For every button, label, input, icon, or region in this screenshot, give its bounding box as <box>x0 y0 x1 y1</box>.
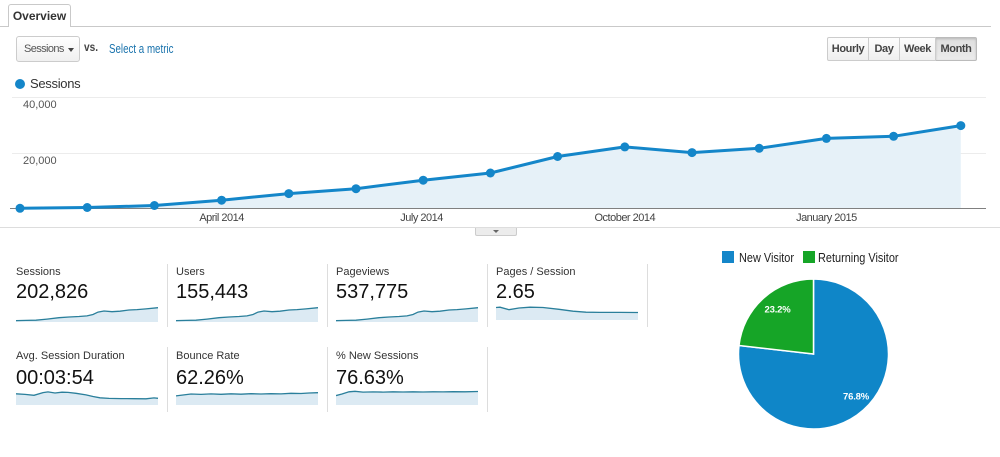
svg-text:July 2014: July 2014 <box>400 212 443 224</box>
svg-text:23.2%: 23.2% <box>765 305 792 316</box>
svg-text:October 2014: October 2014 <box>594 212 655 224</box>
svg-text:April 2014: April 2014 <box>199 212 244 224</box>
svg-text:20,000: 20,000 <box>23 155 57 167</box>
svg-text:40,000: 40,000 <box>23 99 57 111</box>
svg-text:76.8%: 76.8% <box>843 392 870 403</box>
svg-text:January 2015: January 2015 <box>796 212 857 224</box>
